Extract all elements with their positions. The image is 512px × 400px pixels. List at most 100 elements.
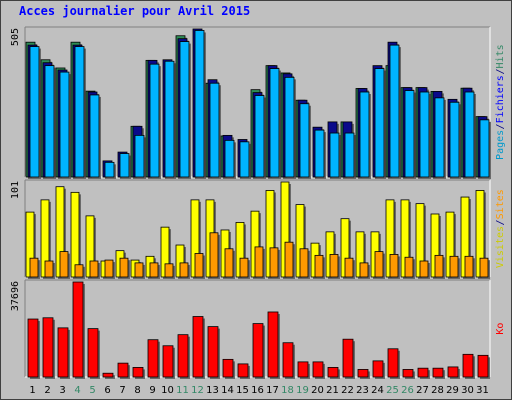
x-tick-label-19: 19 <box>296 385 309 396</box>
bar-ko-15 <box>237 363 249 378</box>
bar-ko-14 <box>222 358 234 378</box>
bar-ko-10 <box>162 345 174 378</box>
bar-pages-26 <box>404 90 415 178</box>
bar-pages-27 <box>419 91 430 178</box>
bar-pages-15 <box>239 141 250 178</box>
x-tick-label-1: 1 <box>29 385 35 396</box>
bar-ko-17 <box>267 311 279 378</box>
x-tick-label-27: 27 <box>416 385 429 396</box>
bar-ko-16 <box>252 323 264 378</box>
bar-pages-23 <box>359 91 370 178</box>
x-tick-label-17: 17 <box>266 385 279 396</box>
x-tick-label-5: 5 <box>89 385 95 396</box>
side-label-0-0: Pages <box>495 130 506 160</box>
x-tick-label-9: 9 <box>149 385 155 396</box>
x-tick-label-30: 30 <box>461 385 474 396</box>
bar-pages-29 <box>449 101 460 178</box>
side-label-1-1: / <box>495 219 506 225</box>
bar-pages-3 <box>59 71 70 178</box>
bar-ko-30 <box>462 353 474 378</box>
bar-sites-16 <box>254 246 264 278</box>
side-label-0-3: / <box>495 69 506 75</box>
ymax-label-ko: 37696 <box>10 281 21 311</box>
bar-ko-31 <box>477 354 489 378</box>
x-tick-label-2: 2 <box>44 385 50 396</box>
bar-sites-5 <box>89 260 99 278</box>
bar-pages-19 <box>299 103 310 178</box>
bar-ko-2 <box>42 317 54 378</box>
bar-ko-19 <box>297 361 309 378</box>
bar-sites-19 <box>299 248 309 278</box>
bar-ko-5 <box>87 328 99 378</box>
bar-sites-17 <box>269 247 279 278</box>
bar-sites-27 <box>419 260 429 278</box>
x-tick-label-12: 12 <box>191 385 204 396</box>
bar-sites-28 <box>434 254 444 278</box>
bar-pages-17 <box>269 68 280 178</box>
x-tick-label-24: 24 <box>371 385 384 396</box>
bar-pages-21 <box>329 132 340 178</box>
side-label-0-2: Fichiers <box>495 75 506 123</box>
bar-pages-18 <box>284 76 295 178</box>
x-tick-label-14: 14 <box>221 385 234 396</box>
bar-ko-13 <box>207 326 219 378</box>
bar-pages-22 <box>344 132 355 178</box>
bar-pages-9 <box>149 63 160 178</box>
bar-pages-1 <box>29 46 40 178</box>
bar-ko-3 <box>57 327 69 378</box>
x-tick-label-25: 25 <box>386 385 399 396</box>
bar-pages-6 <box>104 161 115 178</box>
x-tick-label-21: 21 <box>326 385 339 396</box>
side-label-1-2: Sites <box>495 189 506 219</box>
ymax-label-pages-fichiers-hits: 505 <box>10 28 21 46</box>
bar-ko-9 <box>147 339 159 378</box>
bar-ko-8 <box>132 367 144 378</box>
bar-pages-30 <box>464 91 475 178</box>
x-tick-label-22: 22 <box>341 385 354 396</box>
bar-sites-6 <box>104 259 114 278</box>
bar-sites-20 <box>314 254 324 278</box>
x-tick-label-29: 29 <box>446 385 459 396</box>
x-tick-label-31: 31 <box>476 385 489 396</box>
x-tick-label-26: 26 <box>401 385 414 396</box>
bar-sites-18 <box>284 241 294 278</box>
bar-sites-10 <box>164 263 174 278</box>
x-tick-label-13: 13 <box>206 385 219 396</box>
bar-ko-29 <box>447 366 459 378</box>
bar-pages-24 <box>374 68 385 178</box>
bar-sites-25 <box>389 254 399 278</box>
x-tick-label-10: 10 <box>161 385 174 396</box>
bar-sites-22 <box>344 257 354 278</box>
bar-ko-28 <box>432 367 444 378</box>
bar-ko-26 <box>402 369 414 378</box>
x-tick-label-6: 6 <box>104 385 110 396</box>
x-tick-label-23: 23 <box>356 385 369 396</box>
bar-pages-20 <box>314 129 325 178</box>
bar-sites-13 <box>209 232 219 278</box>
bar-sites-12 <box>194 253 204 278</box>
bar-ko-7 <box>117 362 129 378</box>
bar-pages-13 <box>209 82 220 178</box>
bar-ko-24 <box>372 360 384 378</box>
chart-title: Acces journalier pour Avril 2015 <box>19 4 251 18</box>
x-tick-label-20: 20 <box>311 385 324 396</box>
bar-sites-8 <box>134 262 144 278</box>
bar-pages-11 <box>179 41 190 178</box>
bar-sites-14 <box>224 248 234 278</box>
bar-pages-12 <box>194 30 205 178</box>
bar-ko-21 <box>327 367 339 378</box>
bar-sites-29 <box>449 255 459 278</box>
ymax-label-visites-sites: 101 <box>10 181 21 199</box>
bar-ko-20 <box>312 361 324 378</box>
bar-sites-23 <box>359 262 369 278</box>
bar-sites-21 <box>329 254 339 278</box>
bar-sites-11 <box>179 262 189 278</box>
bar-sites-1 <box>29 257 39 278</box>
bar-pages-14 <box>224 139 235 178</box>
bar-sites-30 <box>464 255 474 278</box>
bar-sites-3 <box>59 251 69 278</box>
bar-pages-10 <box>164 60 175 178</box>
bar-sites-26 <box>404 256 414 278</box>
x-tick-label-3: 3 <box>59 385 65 396</box>
